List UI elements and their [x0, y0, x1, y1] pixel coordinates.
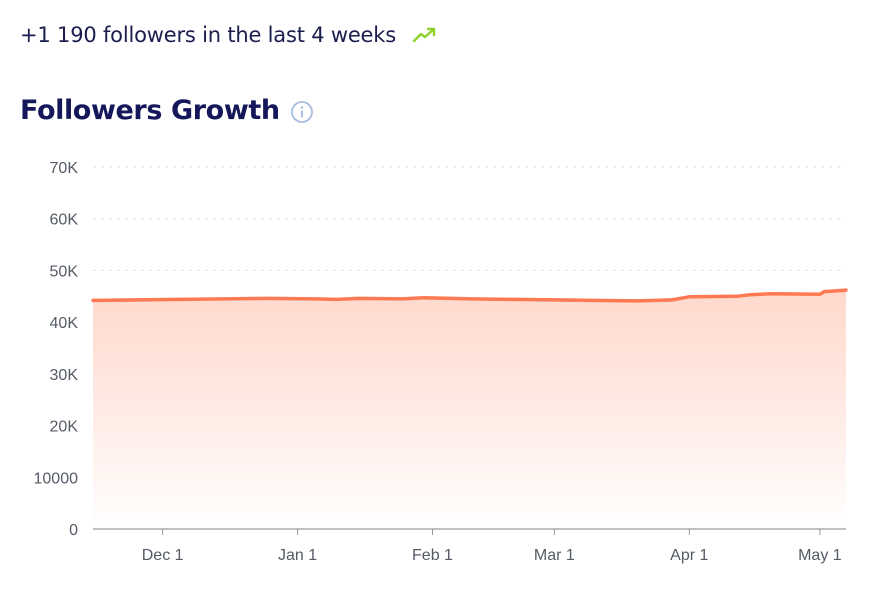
series-area	[93, 290, 846, 529]
x-tick-label: Dec 1	[142, 547, 184, 564]
y-tick-label: 40K	[50, 315, 79, 332]
area-fill	[93, 290, 846, 529]
followers-summary-text: +1 190 followers in the last 4 weeks	[20, 23, 396, 47]
y-tick-label: 50K	[50, 263, 79, 280]
chart-canvas: 0 10000 20K 30K 40K 50K 60K 70K Dec 1 Jan 1 Feb 1…	[34, 160, 848, 564]
followers-summary: +1 190 followers in the last 4 weeks	[20, 20, 438, 50]
x-tick-label: Jan 1	[278, 547, 317, 564]
y-tick-label: 30K	[50, 367, 79, 384]
series-line-layer	[91, 288, 848, 303]
y-tick-label: 70K	[50, 160, 79, 177]
trending-up-icon	[412, 25, 438, 45]
y-tick-label: 20K	[50, 419, 79, 436]
y-tick-label: 10000	[34, 470, 79, 487]
chart-title: Followers Growth	[20, 94, 280, 126]
x-tick-label: May 1	[798, 547, 842, 564]
y-tick-label: 60K	[50, 212, 79, 229]
x-tick-label: Apr 1	[670, 547, 708, 564]
x-tick-label: Feb 1	[412, 547, 453, 564]
y-tick-label: 0	[69, 522, 78, 539]
y-axis-ticks: 0 10000 20K 30K 40K 50K 60K 70K	[34, 160, 79, 539]
chart-header: Followers Growth	[20, 90, 314, 130]
x-axis-ticks: Dec 1 Jan 1 Feb 1 Mar 1 Apr 1 May 1	[142, 529, 842, 564]
x-tick-label: Mar 1	[534, 547, 575, 564]
info-icon[interactable]	[290, 100, 314, 124]
followers-growth-chart: 0 10000 20K 30K 40K 50K 60K 70K Dec 1 Jan 1 Feb 1…	[0, 145, 880, 585]
